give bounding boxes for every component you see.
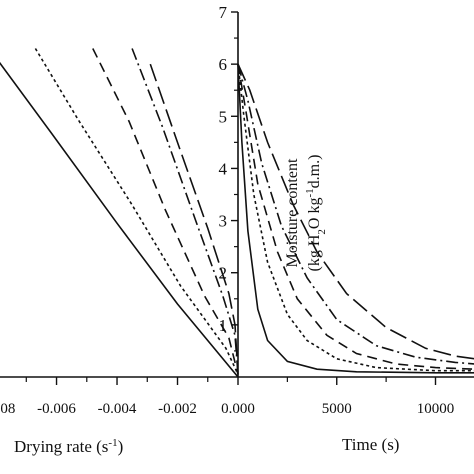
right-series-dash-line (237, 63, 474, 370)
left-series-longdash-line (149, 63, 239, 375)
left-series-solid-line (0, 61, 239, 378)
left-x-tick-label: -0.006 (37, 401, 76, 417)
right-x-tick-label: 5000 (322, 401, 352, 417)
y-axis-title-sub: 2 (316, 229, 328, 235)
left-x-axis-title-main: Drying rate (s (14, 437, 108, 456)
left-x-tick-label: -0.008 (0, 401, 15, 417)
y-tick-label: 6 (219, 55, 228, 74)
right-series-longdash-line (237, 63, 474, 360)
left-x-axis-title: Drying rate (s-1) (14, 437, 123, 456)
y-tick-label: 1 (219, 316, 228, 335)
y-tick-label: 7 (219, 3, 228, 22)
drying-rate-panel: -0.008 -0.006 -0.004 -0.002 0.000 (0, 48, 255, 417)
y-tick-label: 5 (219, 107, 228, 126)
y-tick-label: 3 (219, 212, 228, 231)
left-x-tick-label: -0.004 (98, 401, 137, 417)
left-series-dash-line (92, 48, 239, 375)
y-axis-title-okg: O kg (306, 198, 323, 230)
y-axis-title-sup: -1 (304, 188, 316, 197)
y-axis-title-line2: (kg H2O kg-1d.m.) (304, 155, 328, 272)
right-x-tick-label: 10000 (417, 401, 455, 417)
y-axis-title-kgH: (kg H (306, 234, 323, 271)
left-x-axis-title-tail: ) (118, 437, 124, 456)
time-panel: 1 2 3 4 5 6 7 5000 10000 (219, 3, 474, 417)
y-axis-title: Moisture content (kg H2O kg-1d.m.) (284, 155, 328, 272)
y-tick-label: 4 (219, 159, 228, 178)
right-series-dot-line (237, 64, 474, 372)
y-tick-label: 2 (219, 264, 228, 283)
right-series-solid-line (237, 64, 474, 374)
left-series-dot-line (34, 48, 239, 375)
right-series-dashdot-line (237, 63, 474, 365)
y-axis-title-line1: Moisture content (284, 158, 301, 267)
y-axis-title-dm: d.m.) (306, 155, 323, 189)
left-x-tick-label: -0.002 (158, 401, 197, 417)
left-x-tick-label: 0.000 (221, 401, 255, 417)
right-x-axis-title: Time (s) (342, 435, 399, 454)
left-x-axis-title-sup: -1 (108, 437, 117, 449)
